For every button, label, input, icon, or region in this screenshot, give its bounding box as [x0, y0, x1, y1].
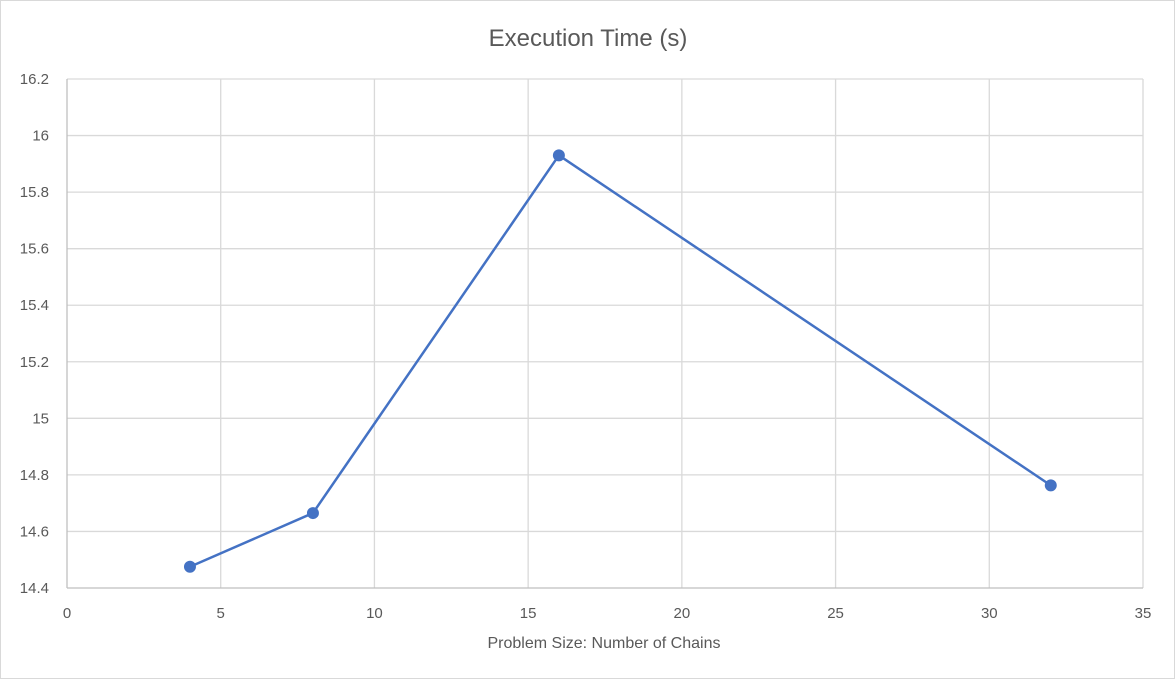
y-tick-label: 14.8: [20, 467, 49, 484]
y-tick-label: 14.6: [20, 523, 49, 540]
x-tick-label: 0: [63, 605, 71, 622]
grid-layer: [67, 78, 1144, 588]
x-tick-label: 25: [827, 605, 844, 622]
y-tick-label: 14.4: [20, 580, 49, 597]
data-point: [552, 149, 565, 162]
y-tick-label: 15: [32, 410, 49, 427]
x-tick-label: 15: [520, 605, 537, 622]
y-tick-label: 16.2: [20, 71, 49, 88]
data-point: [1044, 479, 1057, 492]
y-tick-label: 15.2: [20, 354, 49, 371]
x-axis-title: Problem Size: Number of Chains: [488, 635, 721, 652]
chart-title: Execution Time (s): [489, 25, 688, 52]
tick-labels: 14.4 14.6 14.8 15 15.2 15.4 15.6 15.8 16 16.2 0 5 10…: [20, 71, 1152, 622]
y-tick-label: 16: [32, 128, 49, 145]
series-line: [189, 154, 1052, 568]
y-tick-label: 15.6: [20, 241, 49, 258]
x-tick-label: 20: [674, 605, 691, 622]
y-tick-label: 15.4: [20, 297, 49, 314]
x-tick-label: 30: [981, 605, 998, 622]
x-tick-label: 10: [366, 605, 383, 622]
axis-layer: [66, 79, 1143, 589]
data-point: [183, 560, 196, 573]
x-tick-label: 35: [1135, 605, 1152, 622]
data-point: [306, 507, 319, 520]
y-tick-label: 15.8: [20, 184, 49, 201]
series-layer: [183, 149, 1057, 573]
x-tick-label: 5: [217, 605, 225, 622]
